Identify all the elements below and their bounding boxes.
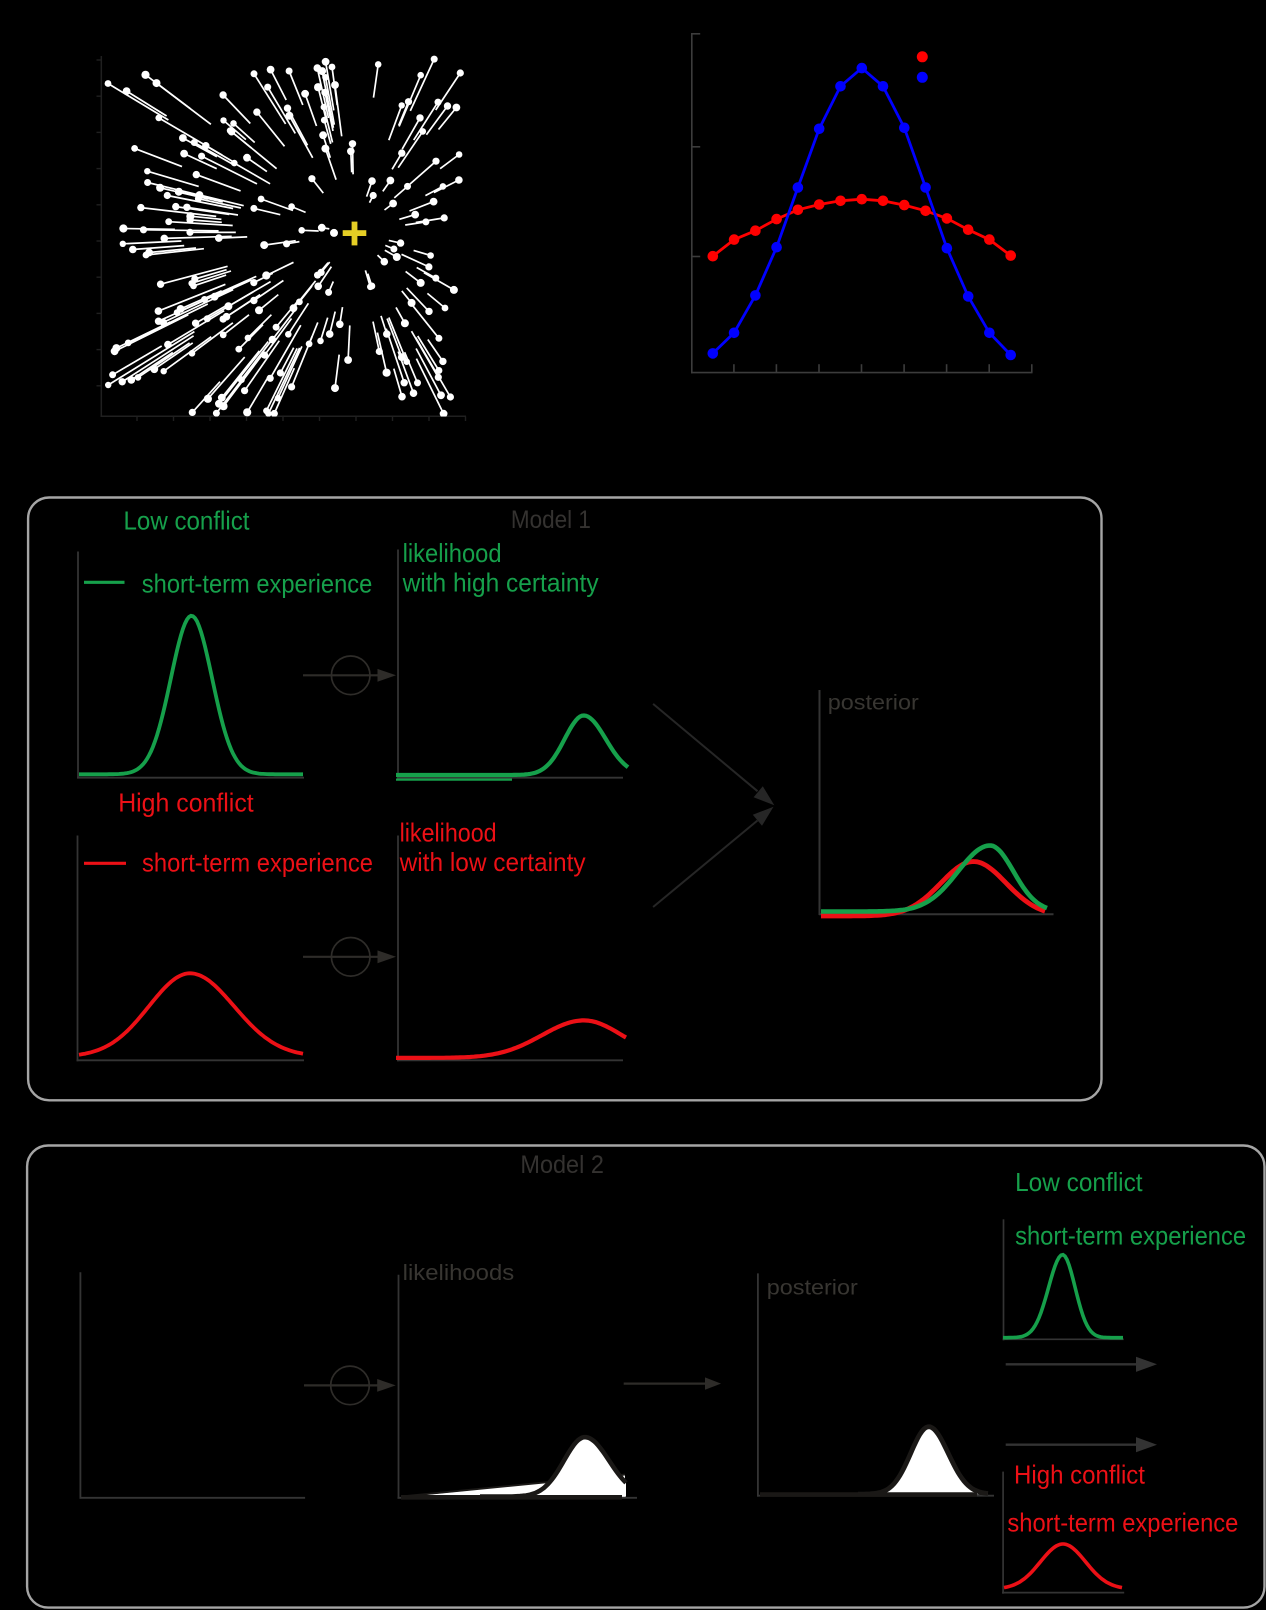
svg-text:Low conflict: Low conflict (124, 506, 251, 536)
svg-text:short-term experience: short-term experience (1015, 1221, 1246, 1251)
svg-text:Model 2: Model 2 (520, 1151, 604, 1179)
svg-text:short-term experience: short-term experience (142, 848, 373, 878)
svg-text:High conflict: High conflict (118, 788, 254, 818)
svg-text:with low certainty: with low certainty (399, 847, 586, 877)
svg-text:likelihoods: likelihoods (403, 1260, 515, 1285)
svg-text:Model 1: Model 1 (511, 506, 591, 534)
svg-text:posterior: posterior (828, 691, 919, 715)
svg-text:Low conflict: Low conflict (1015, 1167, 1143, 1197)
svg-text:likelihood: likelihood (403, 538, 502, 568)
svg-text:likelihood: likelihood (400, 818, 497, 848)
svg-text:posterior: posterior (767, 1276, 858, 1300)
svg-text:short-term experience: short-term experience (1007, 1508, 1238, 1538)
svg-text:with high certainty: with high certainty (402, 568, 599, 598)
svg-text:short-term experience: short-term experience (142, 569, 372, 599)
svg-text:High conflict: High conflict (1014, 1460, 1146, 1490)
